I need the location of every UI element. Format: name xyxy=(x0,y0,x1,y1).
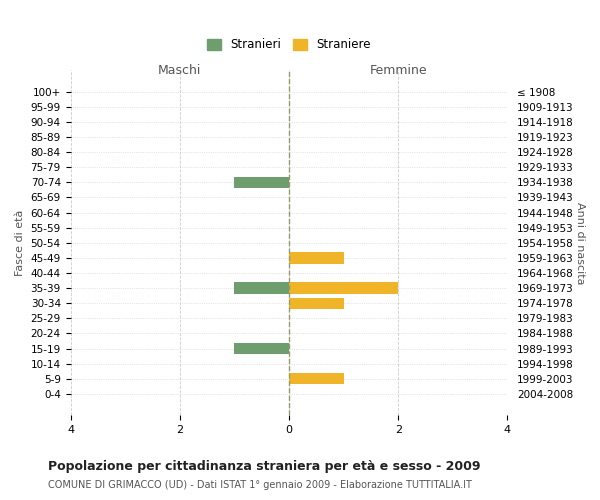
Bar xyxy=(289,373,344,384)
Bar xyxy=(235,176,289,188)
Bar xyxy=(289,252,344,264)
Legend: Stranieri, Straniere: Stranieri, Straniere xyxy=(203,35,375,55)
Bar xyxy=(289,298,344,309)
Y-axis label: Anni di nascita: Anni di nascita xyxy=(575,202,585,284)
Bar xyxy=(289,282,398,294)
Bar xyxy=(235,343,289,354)
Text: COMUNE DI GRIMACCO (UD) - Dati ISTAT 1° gennaio 2009 - Elaborazione TUTTITALIA.I: COMUNE DI GRIMACCO (UD) - Dati ISTAT 1° … xyxy=(48,480,472,490)
Y-axis label: Fasce di età: Fasce di età xyxy=(15,210,25,276)
Text: Femmine: Femmine xyxy=(370,64,427,78)
Bar xyxy=(235,282,289,294)
Text: Maschi: Maschi xyxy=(158,64,202,78)
Text: Popolazione per cittadinanza straniera per età e sesso - 2009: Popolazione per cittadinanza straniera p… xyxy=(48,460,481,473)
